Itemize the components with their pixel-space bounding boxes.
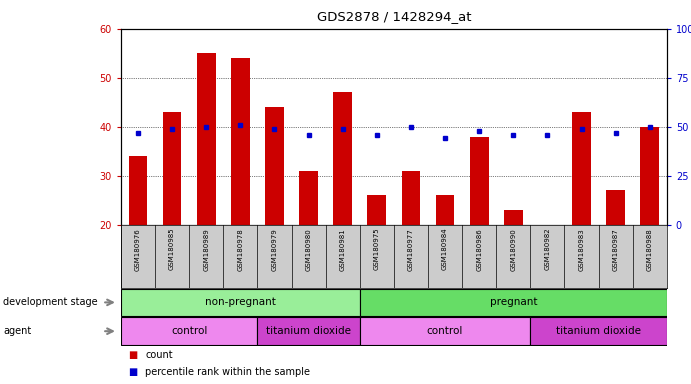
Bar bbox=[606, 190, 625, 225]
Text: GSM180981: GSM180981 bbox=[340, 228, 346, 271]
Text: GSM180984: GSM180984 bbox=[442, 228, 448, 270]
Text: GSM180977: GSM180977 bbox=[408, 228, 414, 271]
FancyBboxPatch shape bbox=[121, 289, 360, 316]
Text: GSM180979: GSM180979 bbox=[272, 228, 278, 271]
FancyBboxPatch shape bbox=[360, 317, 531, 345]
Bar bbox=[162, 112, 182, 225]
Text: GSM180980: GSM180980 bbox=[305, 228, 312, 271]
Bar bbox=[401, 171, 420, 225]
Bar bbox=[299, 171, 318, 225]
Bar bbox=[231, 58, 249, 225]
Text: ■: ■ bbox=[128, 367, 137, 377]
Bar bbox=[470, 137, 489, 225]
Bar bbox=[197, 53, 216, 225]
Text: ■: ■ bbox=[128, 350, 137, 360]
Bar bbox=[641, 127, 659, 225]
Text: GSM180987: GSM180987 bbox=[613, 228, 618, 271]
Bar bbox=[504, 210, 522, 225]
Text: GSM180982: GSM180982 bbox=[545, 228, 551, 270]
FancyBboxPatch shape bbox=[531, 317, 667, 345]
Text: GSM180988: GSM180988 bbox=[647, 228, 653, 271]
Bar bbox=[333, 93, 352, 225]
Text: GSM180989: GSM180989 bbox=[203, 228, 209, 271]
Text: titanium dioxide: titanium dioxide bbox=[556, 326, 641, 336]
Text: agent: agent bbox=[3, 326, 32, 336]
Text: GSM180990: GSM180990 bbox=[510, 228, 516, 271]
FancyBboxPatch shape bbox=[360, 289, 667, 316]
Bar bbox=[572, 112, 591, 225]
Text: control: control bbox=[171, 326, 207, 336]
Text: percentile rank within the sample: percentile rank within the sample bbox=[145, 367, 310, 377]
Text: GSM180976: GSM180976 bbox=[135, 228, 141, 271]
Text: control: control bbox=[427, 326, 463, 336]
Bar bbox=[129, 156, 147, 225]
Bar bbox=[435, 195, 455, 225]
Bar bbox=[265, 107, 284, 225]
Text: pregnant: pregnant bbox=[489, 297, 537, 308]
Text: GSM180978: GSM180978 bbox=[237, 228, 243, 271]
Text: development stage: development stage bbox=[3, 297, 98, 308]
FancyBboxPatch shape bbox=[121, 317, 257, 345]
Text: non-pregnant: non-pregnant bbox=[205, 297, 276, 308]
FancyBboxPatch shape bbox=[257, 317, 360, 345]
Text: GSM180975: GSM180975 bbox=[374, 228, 380, 270]
Text: GSM180985: GSM180985 bbox=[169, 228, 175, 270]
Text: count: count bbox=[145, 350, 173, 360]
Text: titanium dioxide: titanium dioxide bbox=[266, 326, 351, 336]
Text: GDS2878 / 1428294_at: GDS2878 / 1428294_at bbox=[316, 10, 471, 23]
Bar bbox=[368, 195, 386, 225]
Text: GSM180983: GSM180983 bbox=[578, 228, 585, 271]
Text: GSM180986: GSM180986 bbox=[476, 228, 482, 271]
